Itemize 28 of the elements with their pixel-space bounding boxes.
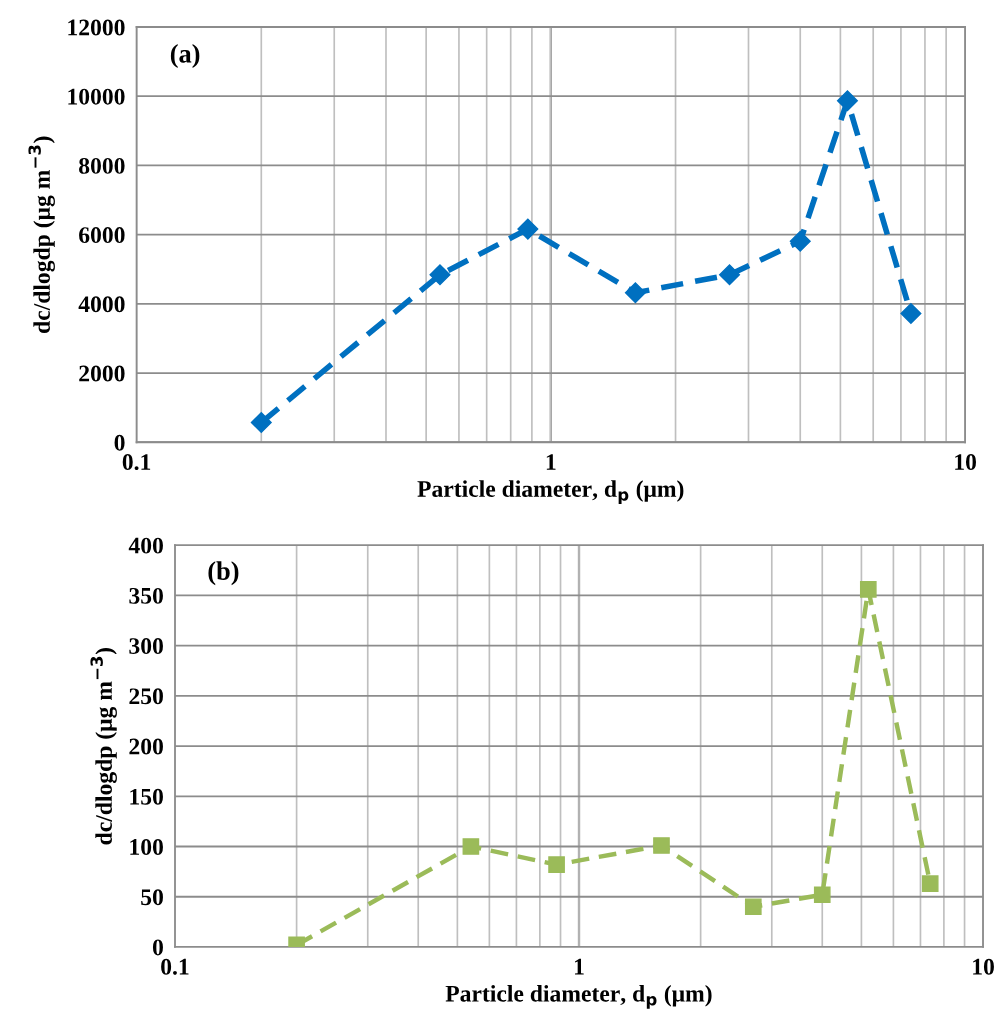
- x-axis-title: Particle diameter, d$_{p}$ (μm): [445, 985, 712, 1009]
- y-tick-label: 8000: [79, 157, 125, 174]
- y-tick-label: 400: [128, 537, 163, 554]
- y-tick-label: 300: [129, 638, 163, 655]
- y-tick-label: 100: [130, 839, 163, 855]
- y-tick-label: 250: [129, 688, 163, 705]
- y-tick-label: 4000: [78, 296, 125, 313]
- x-tick-label: 10: [973, 958, 994, 975]
- y-tick-label: 200: [129, 738, 163, 755]
- x-tick-label: 0.1: [161, 958, 189, 975]
- annotation: (a): [170, 44, 200, 69]
- y-tick-label: 150: [130, 788, 163, 805]
- x-tick-label: 1: [575, 958, 584, 975]
- y-tick-label: 0: [152, 939, 163, 956]
- y-axis-title: dc/dlogdp (μg m$^{−3}$): [90, 648, 117, 845]
- y-tick-label: 2000: [79, 365, 125, 382]
- y-tick-label: 12000: [68, 19, 125, 36]
- y-tick-label: 10000: [68, 88, 125, 105]
- x-tick-label: 0.1: [122, 454, 151, 471]
- y-tick-label: 350: [129, 587, 163, 604]
- x-tick-label: 10: [955, 454, 976, 470]
- y-tick-label: 50: [141, 889, 163, 906]
- x-axis-title: Particle diameter, d$_{p}$ (μm): [417, 480, 684, 505]
- y-tick-label: 0: [114, 434, 125, 451]
- x-tick-label: 1: [546, 454, 556, 470]
- y-tick-label: 6000: [79, 227, 125, 244]
- annotation: (b): [208, 561, 239, 586]
- y-axis-title: dc/dlogdp (μg m$^{−3}$): [28, 136, 55, 333]
